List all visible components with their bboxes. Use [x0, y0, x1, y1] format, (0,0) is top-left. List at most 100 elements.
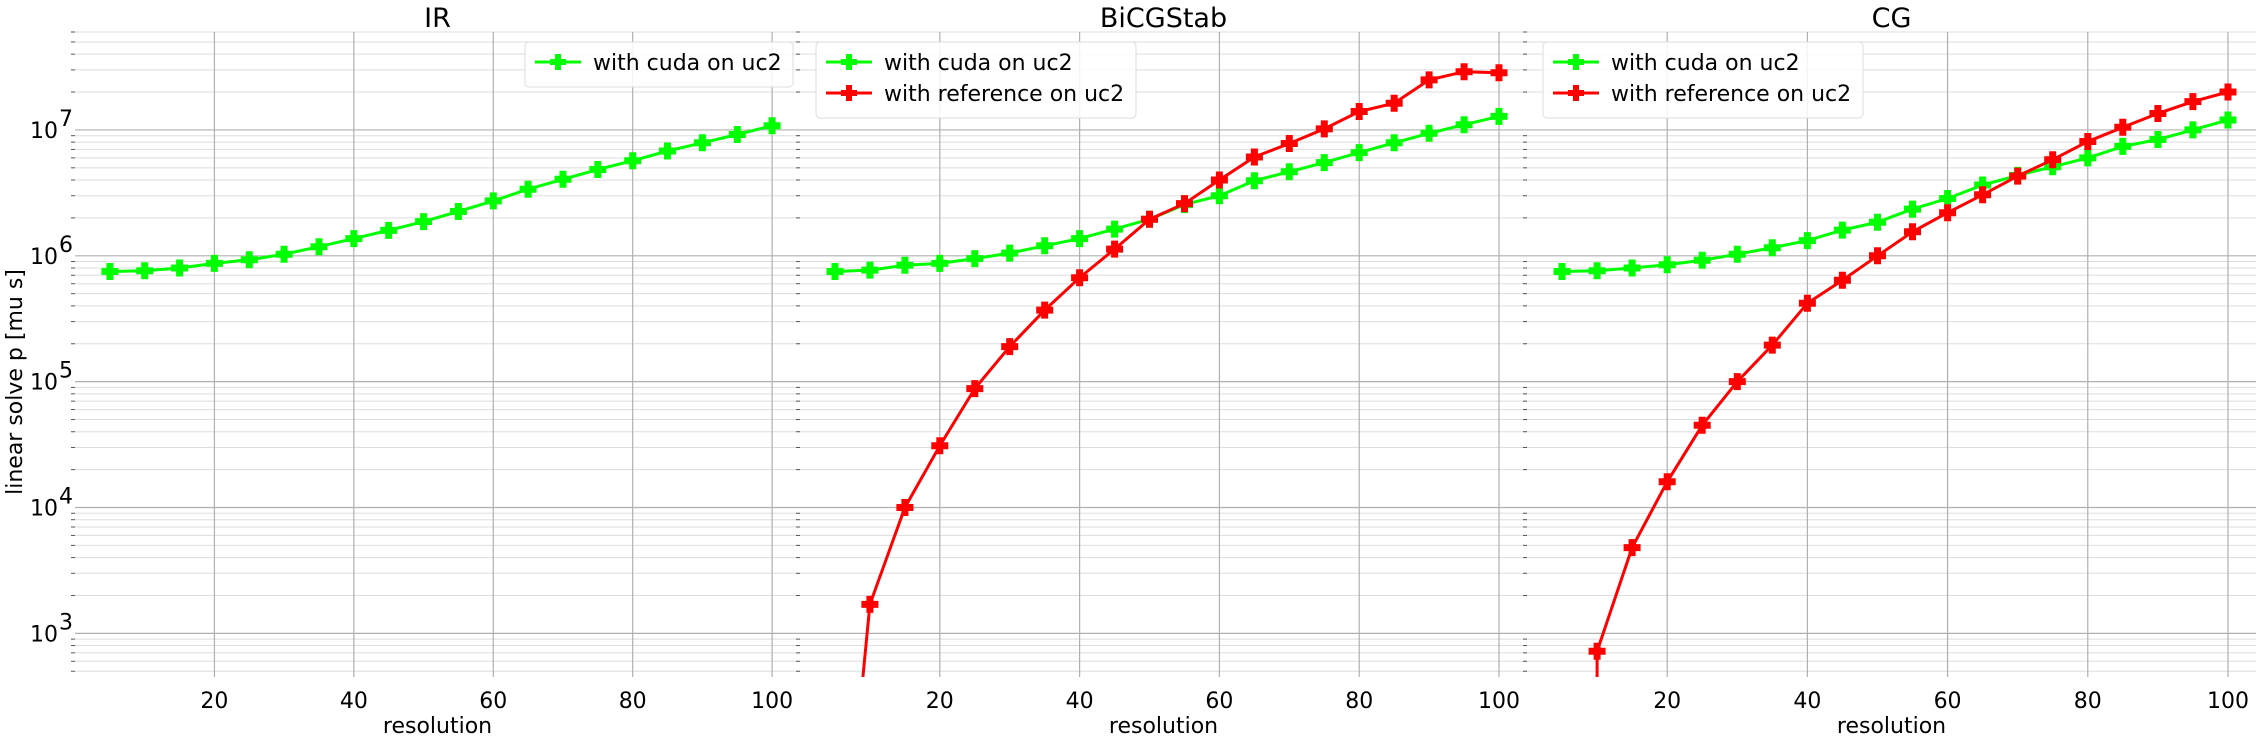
plus-marker: [2219, 83, 2237, 101]
plus-marker: [1071, 230, 1089, 248]
data-point: [1623, 259, 1641, 277]
plus-marker: [1833, 271, 1851, 289]
x-tick-label: 60: [1205, 689, 1233, 714]
plus-marker: [1763, 239, 1781, 257]
y-tick-exponent: 5: [59, 359, 73, 384]
data-point: [1728, 245, 1746, 263]
data-point: [931, 254, 949, 272]
plus-marker: [861, 595, 879, 613]
plus-marker: [1280, 163, 1298, 181]
plus-marker: [1385, 94, 1403, 112]
plus-marker: [1315, 154, 1333, 172]
plus-marker: [1490, 64, 1508, 82]
y-axis-label: linear solve p [mu s]: [3, 269, 28, 495]
legend-marker: [1568, 85, 1584, 101]
data-point: [931, 437, 949, 455]
data-point: [205, 254, 223, 272]
x-tick-label: 80: [1345, 689, 1373, 714]
x-axis-label: resolution: [1837, 714, 1946, 739]
y-tick-label: 10: [30, 496, 58, 521]
plus-marker: [1939, 204, 1957, 222]
data-point: [1176, 195, 1193, 213]
data-point: [1350, 144, 1368, 162]
plus-marker: [240, 251, 258, 269]
plus-marker: [2184, 93, 2202, 111]
y-tick-label: 10: [30, 371, 58, 396]
y-tick-exponent: 3: [59, 610, 73, 635]
plus-marker: [275, 245, 293, 263]
plus-marker: [966, 250, 984, 268]
legend-item: with reference on uc2: [826, 82, 1124, 107]
data-point: [345, 230, 363, 248]
legend-marker: [841, 85, 857, 101]
plus-marker: [1141, 210, 1158, 228]
plus-marker: [1798, 294, 1816, 312]
data-point: [1350, 103, 1368, 120]
legend-label: with cuda on uc2: [884, 51, 1073, 76]
x-tick-label: 40: [340, 689, 368, 714]
plus-marker: [1001, 338, 1019, 356]
data-point: [2079, 149, 2097, 167]
data-point: [693, 134, 711, 152]
data-point: [171, 259, 189, 277]
plus-marker: [2149, 131, 2167, 148]
data-point: [2149, 131, 2167, 148]
data-point: [1658, 473, 1676, 491]
plus-marker: [1728, 373, 1746, 391]
data-point: [2219, 83, 2237, 101]
data-point: [728, 126, 746, 143]
plus-marker: [1490, 107, 1508, 125]
data-point: [896, 499, 914, 516]
plus-marker: [966, 380, 984, 398]
data-point: [861, 261, 879, 279]
plus-marker: [449, 203, 467, 220]
data-point: [589, 161, 607, 178]
legend-box: [524, 41, 794, 88]
data-point: [1280, 163, 1298, 181]
data-point: [1385, 134, 1403, 152]
data-point: [1280, 135, 1298, 152]
series-with-cuda-on-uc2: [826, 107, 1508, 280]
legend-item: with reference on uc2: [1553, 82, 1851, 107]
legend: with cuda on uc2 with reference on uc2: [1542, 41, 1864, 119]
x-tick-label: 20: [1653, 689, 1681, 714]
plus-marker: [1658, 473, 1676, 491]
legend-item: with cuda on uc2: [1553, 51, 1800, 76]
x-tick-label: 100: [751, 689, 793, 714]
plus-marker: [136, 262, 154, 280]
data-point: [966, 380, 984, 398]
plus-marker: [1833, 221, 1851, 239]
data-point: [1939, 204, 1957, 222]
data-point: [861, 595, 879, 613]
plus-marker: [345, 230, 363, 248]
y-tick-label: 10: [30, 622, 58, 647]
data-point: [1001, 244, 1019, 262]
plus-marker: [931, 254, 949, 272]
data-point: [1455, 116, 1473, 134]
data-point: [1106, 240, 1124, 258]
legend-box: [1542, 41, 1864, 119]
plus-marker: [2009, 167, 2027, 185]
plus-marker: [1798, 232, 1816, 250]
data-point: [1763, 336, 1781, 354]
legend-marker: [550, 54, 566, 70]
data-point: [1658, 256, 1676, 274]
plus-marker: [1071, 269, 1089, 287]
data-point: [2044, 151, 2062, 169]
plus-marker: [2184, 121, 2202, 139]
plus-marker: [1106, 220, 1124, 238]
plus-marker: [1869, 213, 1886, 231]
data-point: [2184, 121, 2202, 139]
data-point: [1490, 107, 1508, 125]
plus-marker: [1315, 120, 1333, 138]
data-point: [275, 245, 293, 263]
plus-marker: [2044, 151, 2062, 169]
plus-marker: [1568, 54, 1584, 70]
plus-marker: [2149, 105, 2167, 122]
plus-marker: [728, 126, 746, 143]
data-point: [1001, 338, 1019, 356]
x-tick-label: 100: [1478, 689, 1520, 714]
data-point: [1455, 63, 1473, 81]
plus-marker: [1974, 186, 1992, 204]
